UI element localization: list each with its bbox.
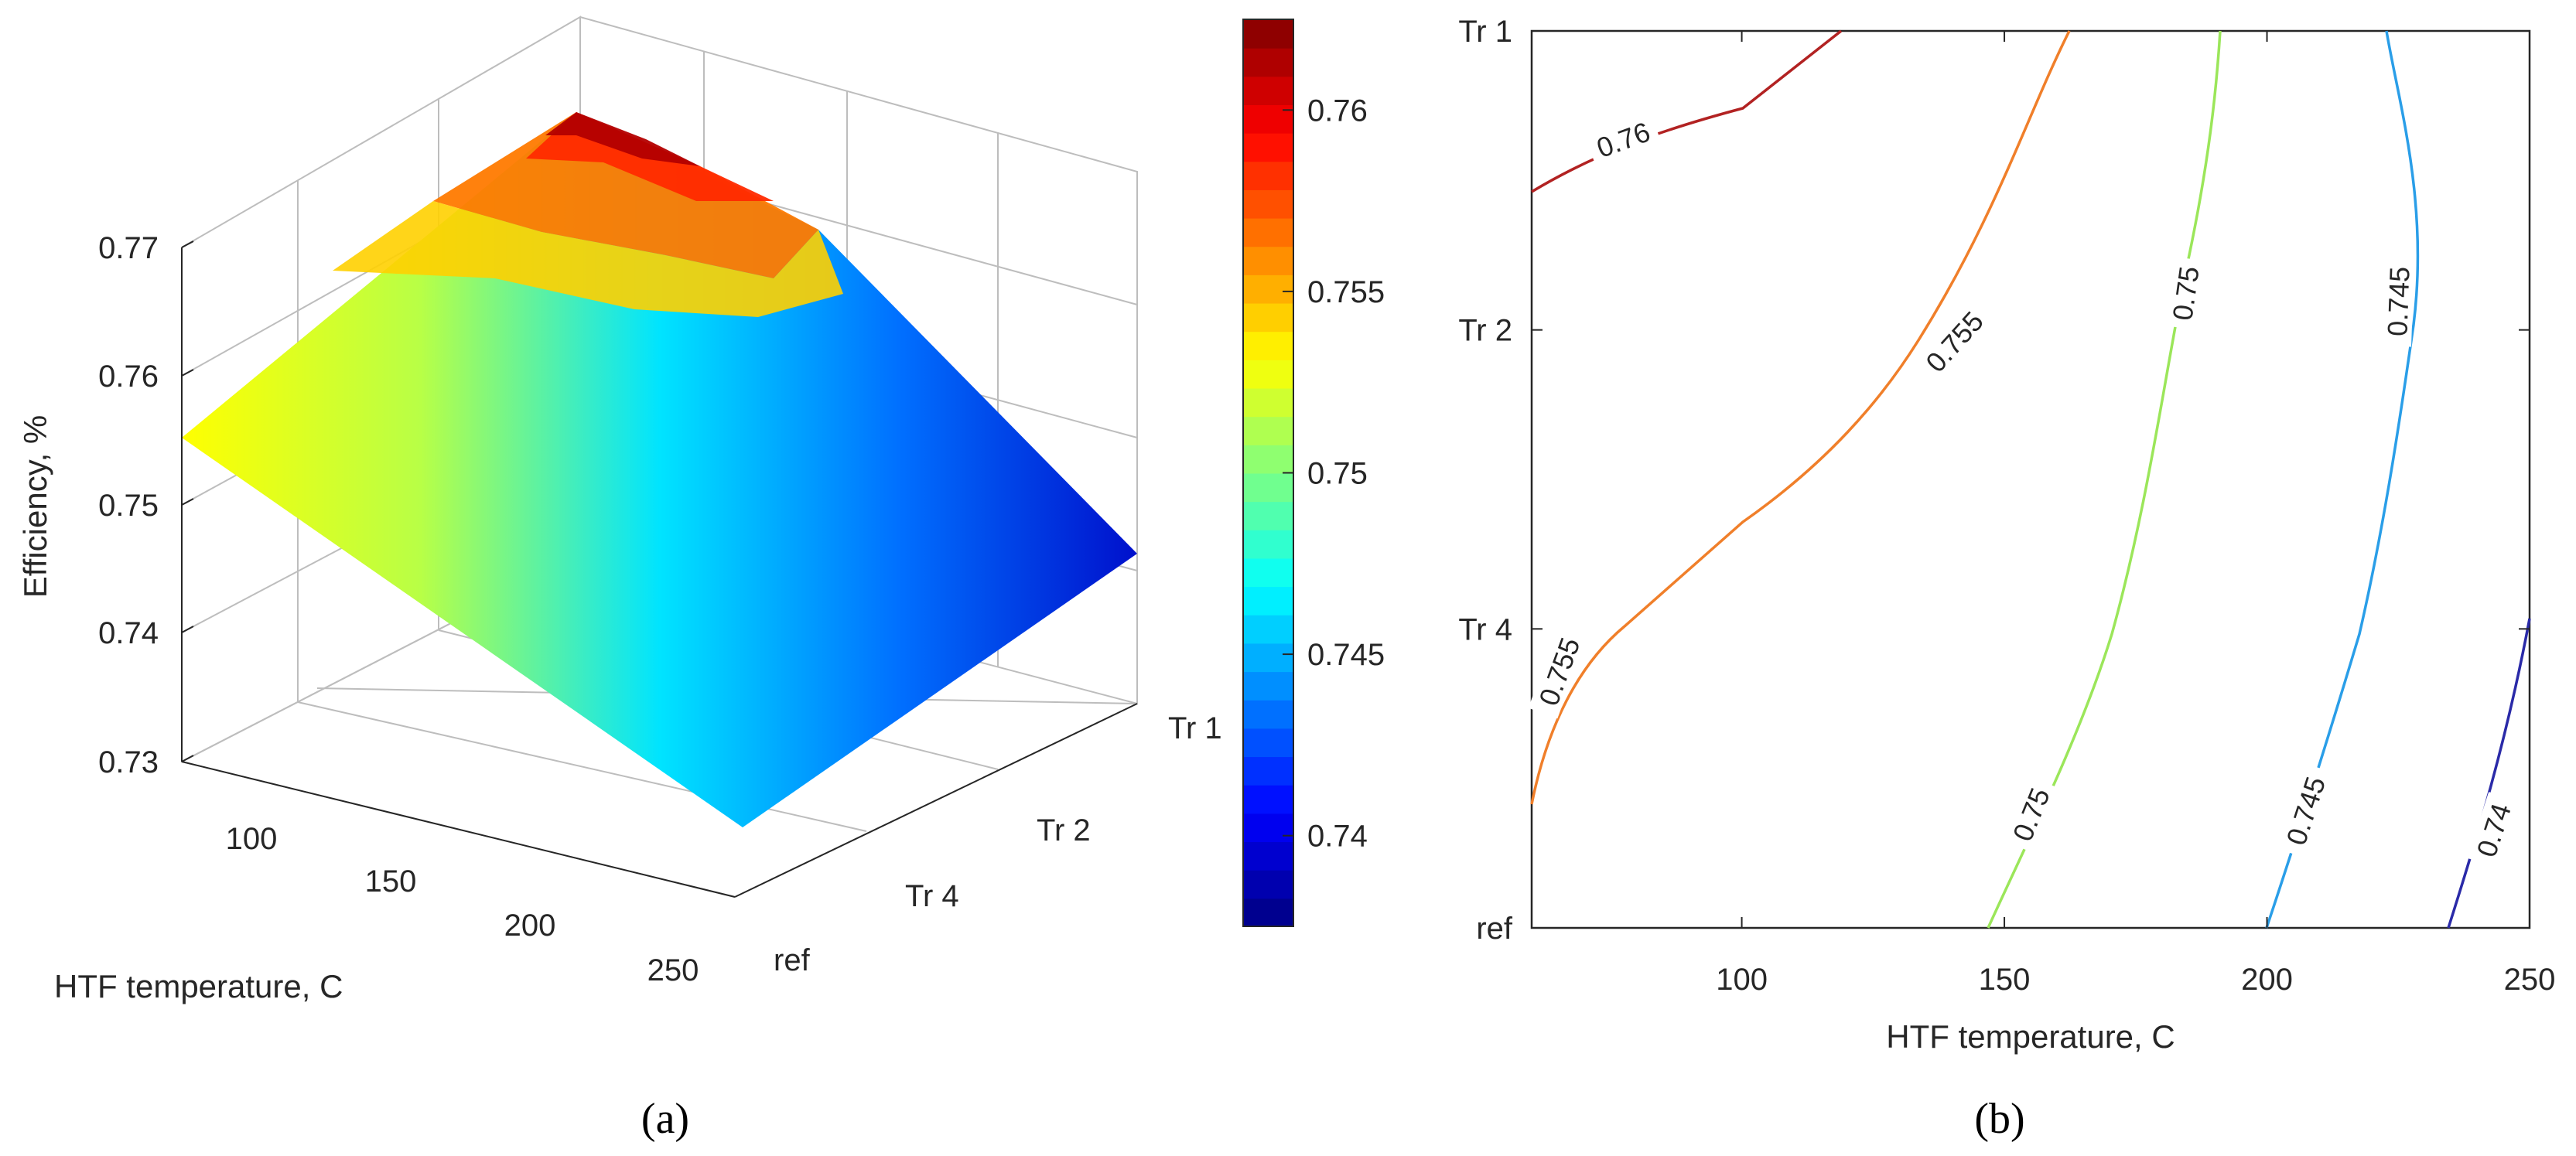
- colorbar-band: [1243, 387, 1293, 418]
- z-tick-label: 0.77: [98, 231, 159, 265]
- colorbar-band: [1243, 359, 1293, 389]
- panel-b-contour-plot: 0.76 0.755 0.755 0.75 0.75 0.745: [1458, 15, 2555, 1143]
- y-tick-labels: ref Tr 4 Tr 2 Tr 1: [774, 711, 1222, 977]
- colorbar-band: [1243, 189, 1293, 219]
- colorbar-band: [1243, 444, 1293, 474]
- z-tick-label: 0.74: [98, 616, 159, 650]
- colorbar-band: [1243, 416, 1293, 445]
- colorbar-band: [1243, 558, 1293, 588]
- efficiency-surface: [182, 112, 1137, 827]
- colorbar-band: [1243, 756, 1293, 786]
- x-tick-label: 100: [1716, 963, 1768, 997]
- y-tick-label: Tr 4: [905, 879, 959, 913]
- y-tick-label: Tr 1: [1458, 15, 1512, 49]
- panel-label-a: (a): [641, 1095, 689, 1143]
- x-axis-line: [181, 761, 736, 898]
- floor-grid: [297, 701, 867, 832]
- colorbar-band: [1243, 246, 1293, 275]
- colorbar-band: [1243, 614, 1293, 644]
- surface-gold-band: [333, 201, 843, 317]
- z-tick-mark: [181, 369, 194, 377]
- y-tick-label: Tr 4: [1458, 612, 1512, 646]
- colorbar-band: [1243, 331, 1293, 360]
- colorbar-band: [1243, 784, 1293, 814]
- y-tick-label: ref: [774, 943, 811, 977]
- z-tick-mark: [181, 498, 194, 506]
- colorbar-band: [1243, 132, 1293, 162]
- panel-label-b: (b): [1974, 1095, 2024, 1143]
- colorbar-band: [1243, 586, 1293, 616]
- colorbar-tick-labels: 0.74 0.745 0.75 0.755 0.76: [1283, 94, 1385, 854]
- contour-label: 0.75: [2166, 264, 2205, 322]
- surface-base: [182, 112, 1137, 827]
- colorbar-band: [1243, 728, 1293, 758]
- colorbar-tick-label: 0.74: [1307, 820, 1368, 854]
- z-axis-label: Efficiency, %: [17, 415, 53, 598]
- colorbar-band: [1243, 643, 1293, 673]
- x-tick-label: 250: [647, 953, 699, 987]
- colorbar-band: [1243, 161, 1293, 190]
- x-tick-label: 200: [2241, 963, 2293, 997]
- x-axis-label: HTF temperature, C: [1886, 1018, 2175, 1055]
- x-axis-label: HTF temperature, C: [54, 968, 343, 1004]
- colorbar-band: [1243, 472, 1293, 503]
- y-tick-labels: ref Tr 4 Tr 2 Tr 1: [1458, 15, 2530, 946]
- colorbar-band: [1243, 813, 1293, 843]
- colorbar-band: [1243, 501, 1293, 530]
- x-tick-label: 250: [2504, 963, 2556, 997]
- colorbar-band: [1243, 274, 1293, 304]
- surface-darkred-peak: [545, 112, 700, 166]
- x-tick-label: 100: [226, 822, 278, 856]
- colorbar-band: [1243, 76, 1293, 105]
- colorbar-band: [1243, 47, 1293, 77]
- colorbar: 0.74 0.745 0.75 0.755 0.76: [1242, 19, 1385, 927]
- colorbar-band: [1243, 841, 1293, 871]
- surface-orange-band: [433, 112, 818, 278]
- colorbar-band: [1243, 898, 1293, 927]
- contour-line-0.74: [2447, 618, 2531, 929]
- colorbar-tick-label: 0.745: [1307, 638, 1385, 672]
- contour-label: 0.745: [2381, 266, 2415, 336]
- y-tick-label: ref: [1476, 912, 1513, 946]
- panel-a-surface-plot: 0.73 0.74 0.75 0.76 0.77 100 150 200 250 ref Tr …: [17, 15, 1385, 1143]
- z-tick-label: 0.76: [98, 360, 159, 394]
- z-tick-labels: 0.73 0.74 0.75 0.76 0.77: [98, 231, 194, 779]
- colorbar-band: [1243, 104, 1293, 134]
- x-tick-label: 200: [504, 909, 556, 943]
- x-tick-labels: 100 150 200 250: [226, 822, 699, 987]
- colorbar-band: [1243, 699, 1293, 729]
- y-axis-line: [734, 703, 1138, 898]
- colorbar-tick-label: 0.755: [1307, 275, 1385, 309]
- colorbar-band: [1243, 869, 1293, 899]
- x-tick-label: 150: [365, 864, 417, 899]
- colorbar-band: [1243, 19, 1293, 49]
- z-tick-label: 0.73: [98, 745, 159, 779]
- z-tick-mark: [181, 240, 194, 248]
- colorbar-tick-label: 0.75: [1307, 457, 1368, 491]
- contour-line-0.745: [2265, 30, 2420, 929]
- colorbar-tick-label: 0.76: [1307, 94, 1368, 128]
- x-tick-labels: 100 150 200 250: [1716, 31, 2555, 997]
- y-tick-label: Tr 1: [1168, 711, 1222, 745]
- y-tick-label: Tr 2: [1037, 813, 1091, 847]
- colorbar-band: [1243, 302, 1293, 332]
- x-tick-label: 150: [1979, 963, 2031, 997]
- y-tick-label: Tr 2: [1458, 314, 1512, 348]
- colorbar-band: [1243, 671, 1293, 701]
- contour-line-0.755: [1530, 30, 2071, 805]
- z-tick-label: 0.75: [98, 489, 159, 523]
- z-tick-mark: [181, 626, 194, 633]
- colorbar-bands: [1243, 19, 1293, 927]
- colorbar-band: [1243, 529, 1293, 559]
- z-tick-mark: [181, 755, 194, 762]
- colorbar-band: [1243, 217, 1293, 247]
